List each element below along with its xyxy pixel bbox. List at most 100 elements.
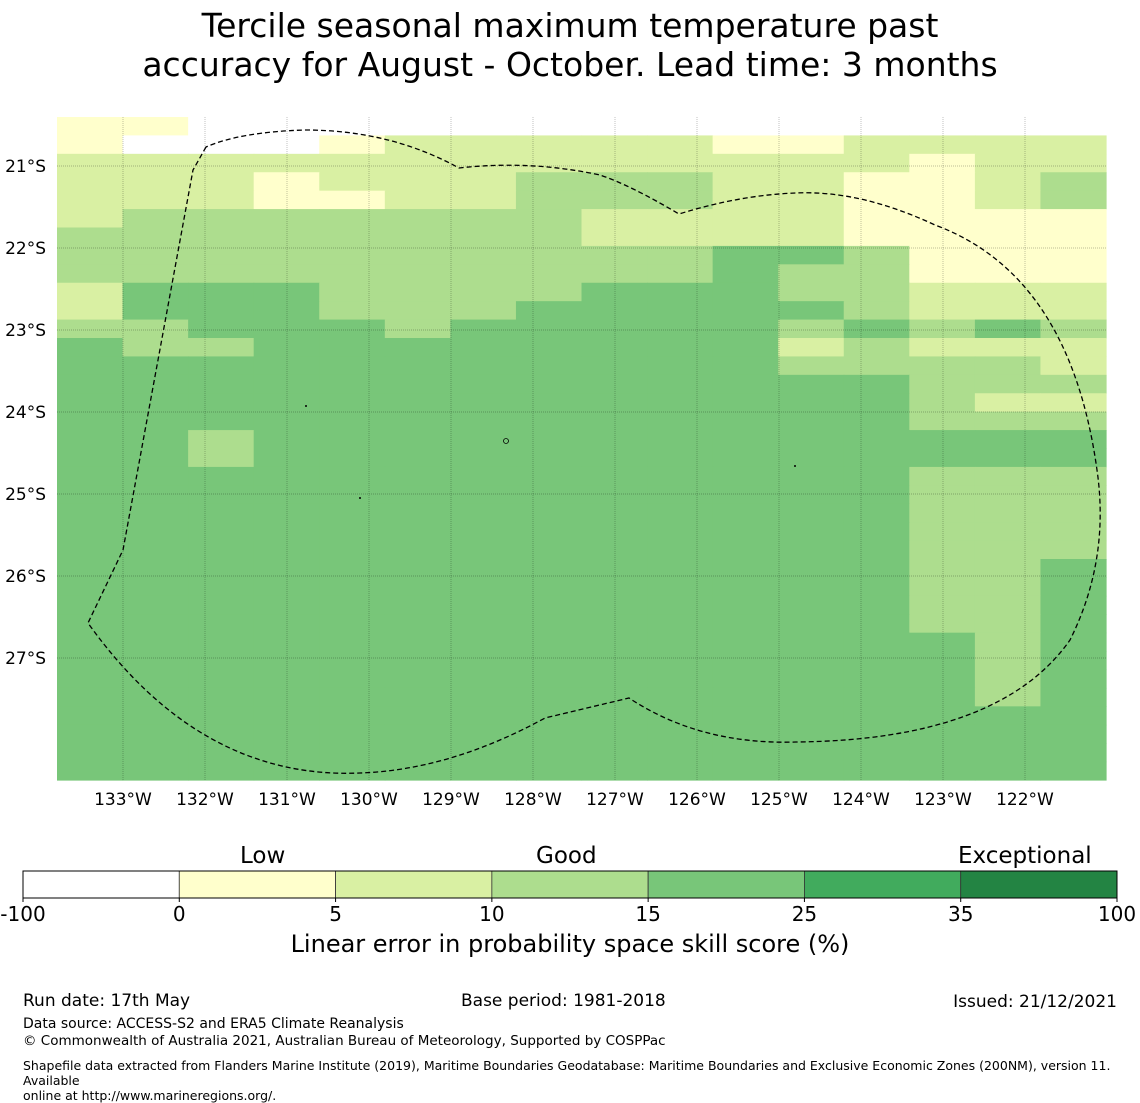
grid-cell <box>712 614 779 634</box>
grid-cell <box>57 135 124 155</box>
grid-cell <box>712 485 779 505</box>
grid-cell <box>647 245 714 265</box>
grid-cell <box>122 503 189 523</box>
grid-cell <box>253 669 320 689</box>
grid-cell <box>319 706 386 726</box>
grid-cell <box>57 761 124 781</box>
grid-cell <box>974 522 1042 542</box>
grid-cell <box>974 540 1042 560</box>
title-line-1: Tercile seasonal maximum temperature pas… <box>201 6 939 45</box>
grid-cell <box>974 559 1042 579</box>
grid-cell <box>253 172 320 192</box>
grid-cell <box>843 503 910 523</box>
grid-cell <box>450 687 517 707</box>
grid-cell <box>974 687 1042 707</box>
grid-cell <box>515 282 583 302</box>
grid-cell <box>188 466 255 486</box>
grid-cell <box>319 651 386 671</box>
grid-cell <box>515 411 583 431</box>
grid-cell <box>122 411 189 431</box>
grid-cell <box>188 503 255 523</box>
grid-cell <box>1040 522 1107 542</box>
grid-cell <box>1040 540 1107 560</box>
grid-cell <box>319 724 386 744</box>
grid-cell <box>253 559 320 579</box>
grid-cell <box>384 724 451 744</box>
grid-cell <box>122 522 189 542</box>
grid-cell <box>647 448 714 468</box>
grid-cell <box>319 227 386 247</box>
grid-cell <box>778 522 845 542</box>
grid-cell <box>909 172 976 192</box>
grid-cell <box>515 393 583 413</box>
grid-cell <box>1040 577 1107 597</box>
grid-cell <box>253 430 320 450</box>
grid-cell <box>450 393 517 413</box>
grid-cell <box>974 614 1042 634</box>
grid-cell <box>122 761 189 781</box>
grid-cell <box>319 577 386 597</box>
colorbar-tick-label: 100 <box>1098 902 1136 926</box>
grid-cell <box>778 503 845 523</box>
grid-cell <box>647 282 714 302</box>
colorbar-frame <box>22 870 1118 899</box>
grid-cell <box>122 669 189 689</box>
grid-cell <box>712 540 779 560</box>
grid-cell <box>188 614 255 634</box>
grid-cell <box>1040 301 1107 321</box>
grid-cell <box>188 485 255 505</box>
grid-cell <box>188 301 255 321</box>
grid-cell <box>450 153 517 173</box>
grid-cell <box>909 190 976 210</box>
grid-cell <box>647 135 714 155</box>
grid-cell <box>843 448 910 468</box>
grid-cell <box>778 282 845 302</box>
grid-cell <box>974 632 1042 652</box>
grid-cell <box>319 264 386 284</box>
grid-cell <box>319 411 386 431</box>
grid-cell <box>384 374 451 394</box>
grid-cell <box>384 632 451 652</box>
grid-cell <box>188 687 255 707</box>
grid-cell <box>253 595 320 615</box>
title-line-2: accuracy for August - October. Lead time… <box>142 45 998 84</box>
grid-cell <box>909 724 976 744</box>
grid-cell <box>1040 374 1107 394</box>
grid-cell <box>581 577 648 597</box>
grid-cell <box>450 614 517 634</box>
grid-cell <box>253 227 320 247</box>
grid-cell <box>188 706 255 726</box>
grid-cell <box>57 393 124 413</box>
grid-cell <box>909 448 976 468</box>
colorbar-axis-label: Linear error in probability space skill … <box>290 930 850 958</box>
grid-cell <box>1040 761 1107 781</box>
grid-cell <box>581 632 648 652</box>
grid-cell <box>581 411 648 431</box>
grid-cell <box>1040 264 1107 284</box>
grid-cell <box>581 724 648 744</box>
grid-cell <box>909 614 976 634</box>
grid-cell <box>974 172 1042 192</box>
grid-cell <box>778 651 845 671</box>
grid-cell <box>778 301 845 321</box>
grid-cell <box>384 282 451 302</box>
grid-cell <box>843 411 910 431</box>
grid-cell <box>450 595 517 615</box>
grid-cell <box>319 522 386 542</box>
grid-cell <box>384 577 451 597</box>
grid-cell <box>974 190 1042 210</box>
grid-cell <box>253 614 320 634</box>
grid-cell <box>319 503 386 523</box>
grid-cell <box>909 245 976 265</box>
grid-cell <box>1040 117 1107 137</box>
grid-cell <box>188 135 255 155</box>
grid-cell <box>909 374 976 394</box>
grid-cell <box>712 669 779 689</box>
graticule <box>57 117 1106 780</box>
grid-cell <box>319 209 386 229</box>
grid-cell <box>515 503 583 523</box>
grid-cell <box>253 540 320 560</box>
grid-cell <box>778 356 845 376</box>
skill-grid <box>57 117 1107 781</box>
grid-cell <box>384 190 451 210</box>
